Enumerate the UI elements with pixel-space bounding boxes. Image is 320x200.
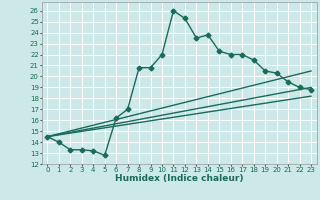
X-axis label: Humidex (Indice chaleur): Humidex (Indice chaleur) <box>115 174 244 183</box>
